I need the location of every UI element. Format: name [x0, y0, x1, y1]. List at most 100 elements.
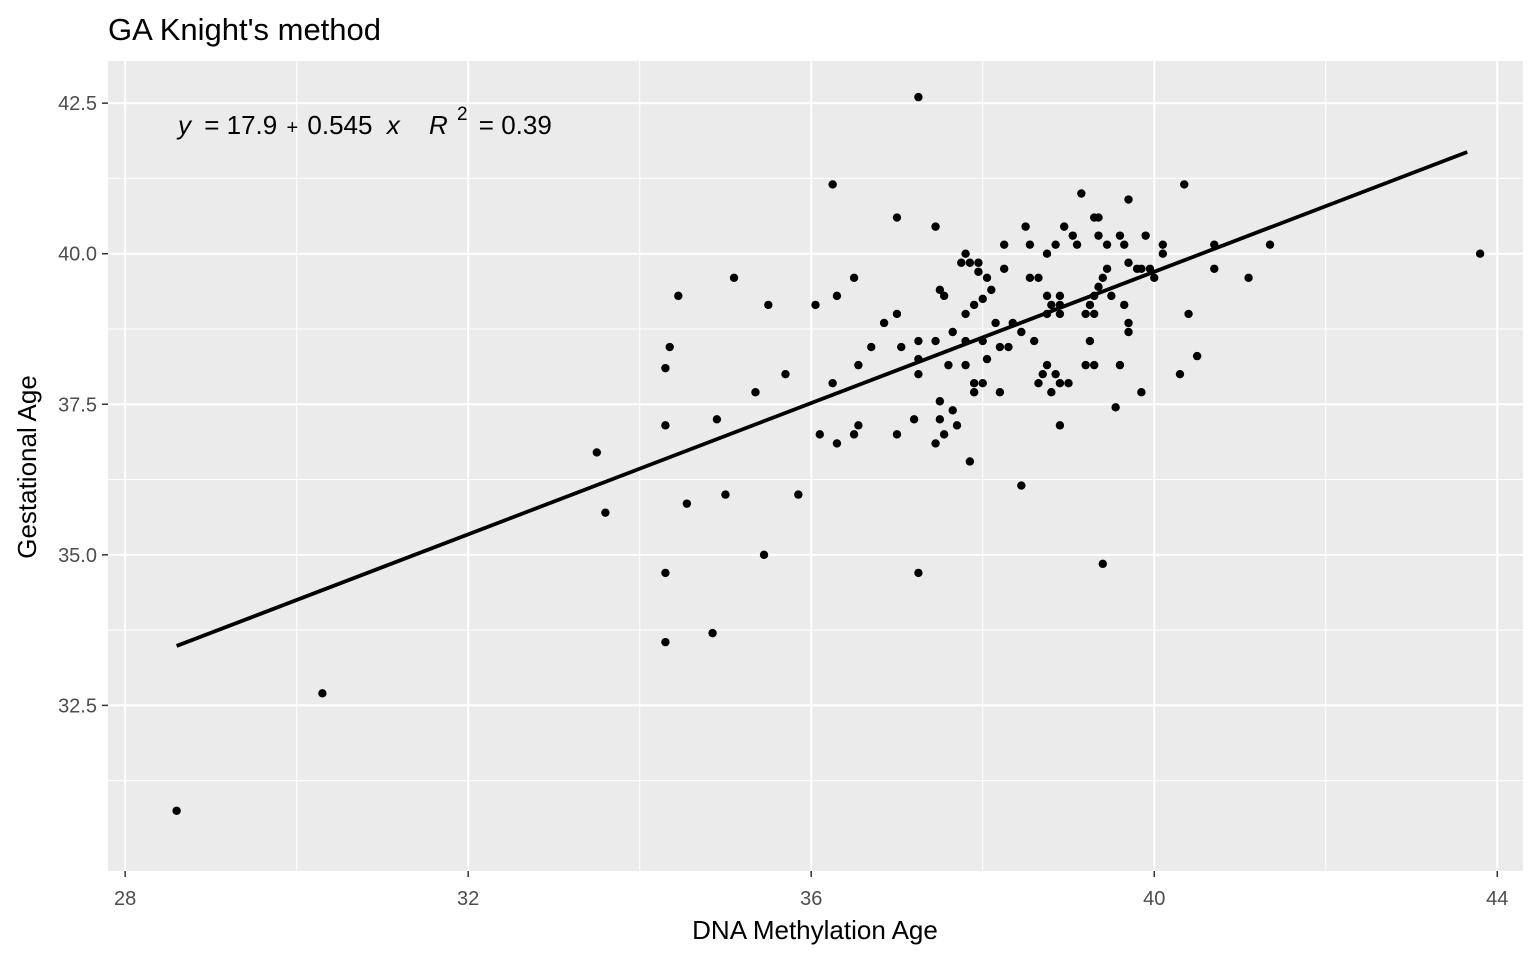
data-point — [601, 508, 610, 517]
r-squared-variable: R — [429, 110, 448, 140]
data-point — [1090, 309, 1099, 319]
data-point — [961, 360, 970, 370]
data-point — [1124, 318, 1133, 328]
data-point — [892, 309, 902, 319]
data-point — [935, 285, 945, 295]
r-squared-superscript: 2 — [457, 104, 468, 125]
data-point — [1244, 273, 1253, 283]
data-point — [1042, 249, 1052, 258]
data-point — [935, 415, 945, 424]
data-point — [1475, 249, 1485, 258]
data-point — [914, 568, 923, 578]
data-point — [1051, 240, 1060, 249]
x-tick-label: 32 — [457, 888, 479, 910]
data-point — [1038, 369, 1047, 379]
equation-slope: 0.545 — [307, 110, 372, 140]
data-point — [1064, 378, 1073, 388]
data-point — [1081, 309, 1090, 319]
data-point — [1137, 388, 1146, 397]
data-point — [1085, 336, 1095, 346]
data-point — [751, 388, 760, 397]
data-point — [999, 264, 1009, 273]
data-point — [712, 415, 722, 424]
y-tick-label: 32.5 — [58, 695, 97, 717]
data-point — [1120, 300, 1129, 310]
data-point — [781, 369, 790, 379]
data-point — [1141, 231, 1150, 240]
data-point — [892, 213, 902, 222]
data-point — [1017, 481, 1026, 490]
data-point — [1047, 388, 1056, 397]
major-gridlines — [108, 61, 1523, 871]
data-point — [1265, 240, 1275, 249]
data-point — [961, 249, 970, 258]
data-point — [1077, 189, 1086, 198]
data-points — [172, 92, 1485, 815]
data-point — [1021, 222, 1030, 231]
data-point — [867, 342, 876, 352]
y-axis-ticks: 32.5 35.0 37.5 40.0 42.5 — [58, 93, 108, 717]
data-point — [944, 360, 953, 370]
chart-title: GA Knight's method — [108, 12, 381, 47]
data-point — [1115, 360, 1125, 370]
data-point — [995, 388, 1005, 397]
data-point — [1180, 180, 1189, 189]
data-point — [794, 490, 803, 499]
data-point — [764, 300, 773, 310]
data-point — [1124, 195, 1133, 204]
data-point — [1150, 273, 1159, 283]
data-point — [982, 273, 992, 283]
data-point — [978, 378, 987, 388]
data-point — [1085, 300, 1095, 310]
data-point — [1175, 369, 1185, 379]
data-point — [318, 689, 327, 698]
y-tick-label: 37.5 — [58, 394, 97, 416]
data-point — [1055, 291, 1065, 301]
data-point — [674, 291, 683, 301]
data-point — [935, 397, 945, 406]
data-point — [1051, 369, 1060, 379]
data-point — [1094, 213, 1103, 222]
x-tick-label: 36 — [800, 888, 822, 910]
r-squared-value: = 0.39 — [479, 110, 552, 140]
data-point — [948, 406, 957, 415]
data-point — [914, 92, 923, 102]
data-point — [828, 378, 837, 388]
y-tick-label: 35.0 — [58, 545, 97, 567]
data-point — [661, 363, 670, 373]
data-point — [1102, 240, 1112, 249]
data-point — [1137, 264, 1146, 273]
x-tick-label: 28 — [114, 888, 136, 910]
data-point — [939, 291, 949, 301]
data-point — [849, 273, 859, 283]
data-point — [914, 369, 923, 379]
data-point — [961, 309, 970, 319]
data-point — [661, 421, 670, 430]
data-point — [969, 388, 979, 397]
data-point — [1098, 559, 1107, 569]
x-axis-title: DNA Methylation Age — [692, 915, 938, 945]
data-point — [854, 421, 863, 430]
data-point — [665, 342, 674, 352]
data-point — [708, 628, 717, 638]
data-point — [1158, 249, 1168, 258]
data-point — [969, 378, 979, 388]
data-point — [978, 294, 987, 304]
y-axis-title: Gestational Age — [12, 375, 42, 559]
data-point — [682, 499, 692, 508]
data-point — [661, 568, 670, 578]
data-point — [1107, 291, 1116, 301]
data-point — [661, 637, 670, 647]
data-point — [952, 421, 962, 430]
y-tick-label: 40.0 — [58, 244, 97, 266]
data-point — [987, 285, 996, 295]
data-point — [759, 550, 769, 560]
equation-plus-sign: + — [286, 117, 298, 139]
regression-equation: y = 17.9 + 0.545 x R 2 = 0.39 — [176, 96, 552, 140]
data-point — [1210, 264, 1219, 273]
data-point — [879, 318, 889, 328]
data-point — [939, 430, 949, 439]
plot-panel — [108, 61, 1523, 871]
equation-y-variable: y — [176, 110, 193, 140]
